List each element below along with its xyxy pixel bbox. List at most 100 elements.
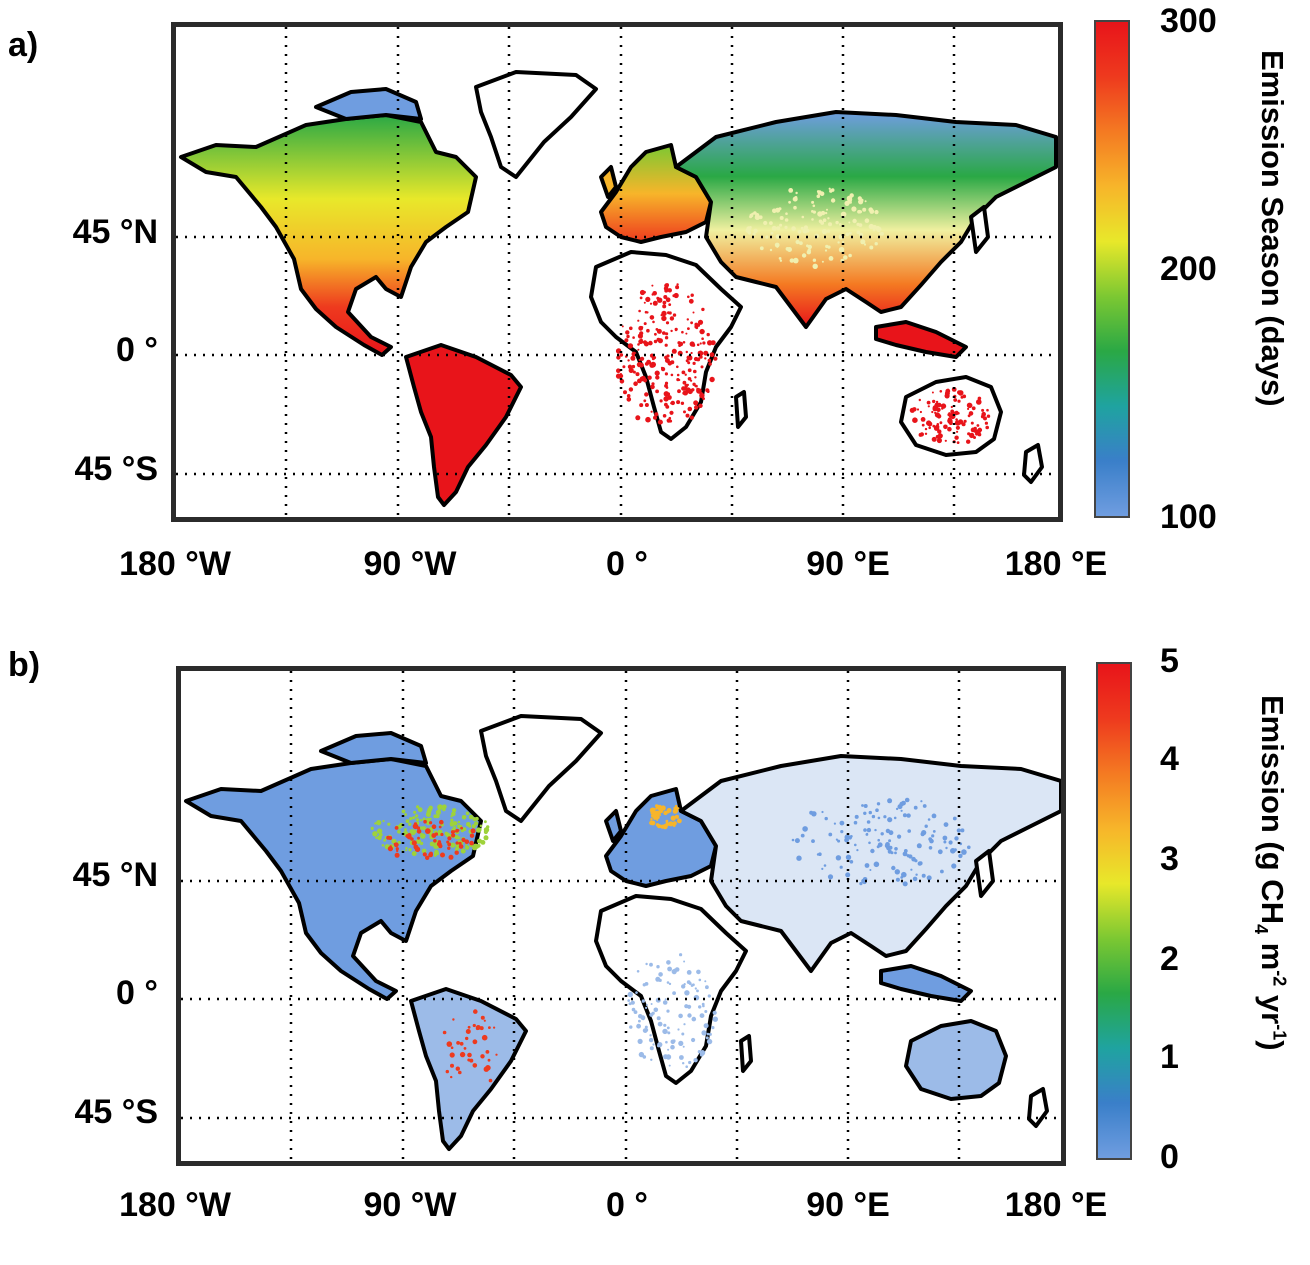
data-speckle [811,200,815,204]
data-speckle [706,390,710,393]
data-speckle [763,220,768,226]
data-speckle [686,318,689,321]
data-speckle [708,1032,712,1036]
data-speckle [649,302,653,305]
data-speckle [854,843,857,847]
landmass-northAmerica [179,113,478,357]
data-speckle [675,806,679,810]
data-speckle [774,242,780,248]
data-speckle [451,808,457,813]
data-speckle [821,260,824,263]
data-speckle [707,994,711,998]
data-speckle [927,818,931,821]
data-speckle [713,356,718,361]
data-speckle [627,991,633,998]
data-speckle [913,805,918,810]
data-speckle [394,826,399,830]
data-speckle [444,831,449,836]
data-speckle [863,811,867,815]
data-speckle [425,855,430,860]
data-speckle [636,361,643,368]
data-speckle [665,321,670,325]
data-speckle [640,326,644,329]
data-speckle [845,232,850,237]
data-speckle [665,332,669,336]
data-speckle [627,999,630,1002]
data-speckle [640,1015,646,1021]
data-speckle [830,188,835,192]
data-speckle [408,822,412,826]
data-speckle [447,846,451,850]
data-speckle [667,1031,671,1035]
data-speckle [643,301,646,304]
data-speckle [685,413,690,418]
data-speckle [437,809,441,813]
data-speckle [422,852,427,857]
data-speckle [812,204,816,208]
data-speckle [665,297,671,303]
data-speckle [627,364,633,369]
data-speckle [956,430,959,433]
data-speckle [687,355,693,361]
data-speckle [665,822,670,827]
data-speckle [696,969,701,975]
data-speckle [880,231,884,236]
data-speckle [953,398,958,402]
data-speckle [465,811,470,816]
data-speckle [657,297,663,303]
data-speckle [707,340,713,346]
landmass-asia [679,754,1061,973]
data-speckle [676,373,680,377]
data-speckle [650,361,656,368]
data-speckle [650,820,656,826]
data-speckle [874,828,877,832]
data-speckle [791,226,796,231]
data-speckle [861,804,864,807]
data-speckle [673,292,679,299]
data-speckle [667,288,672,293]
data-speckle [635,372,640,377]
data-speckle [943,424,948,430]
data-speckle [662,1000,668,1005]
data-speckle [647,375,652,380]
data-speckle [643,399,647,403]
data-speckle [852,218,857,224]
data-speckle [884,843,890,849]
data-speckle [759,246,764,251]
data-speckle [845,854,852,860]
data-speckle [639,296,643,300]
data-speckle [874,242,878,246]
data-speckle [419,841,424,846]
data-speckle [472,1063,478,1068]
data-speckle [396,849,399,853]
data-speckle [470,828,476,834]
data-speckle [712,1010,717,1015]
data-speckle [936,437,943,444]
data-speckle [709,376,715,383]
data-speckle [646,328,650,333]
data-speckle [935,400,939,404]
panel-a-colorbar-title: Emission Season (days) [1255,50,1290,407]
data-speckle [880,832,884,836]
data-speckle [488,1078,493,1083]
data-speckle [753,211,757,215]
data-speckle [657,419,663,425]
data-speckle [807,248,811,253]
data-speckle [436,841,442,847]
data-speckle [638,1019,641,1023]
data-speckle [691,1037,696,1043]
panel-b-cb-tick-2: 2 [1160,940,1179,978]
data-speckle [677,818,682,824]
data-speckle [468,814,474,820]
data-speckle [765,235,769,239]
data-speckle [924,824,928,828]
data-speckle [770,231,774,235]
data-speckle [687,1013,692,1018]
data-speckle [951,863,957,869]
data-speckle [958,853,963,859]
data-speckle [793,205,797,210]
data-speckle [830,198,836,203]
data-speckle [652,1043,655,1046]
data-speckle [404,813,407,816]
data-speckle [665,819,669,823]
